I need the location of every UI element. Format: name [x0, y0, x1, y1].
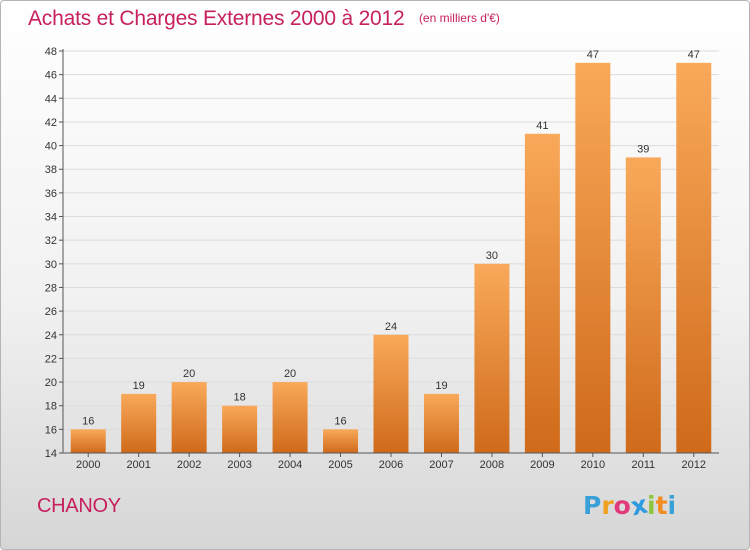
data-label: 19 — [133, 380, 145, 392]
y-tick-label: 38 — [45, 164, 57, 176]
x-tick-label: 2009 — [530, 459, 554, 471]
y-tick-label: 48 — [45, 46, 57, 58]
data-label: 39 — [637, 143, 649, 155]
x-tick-label: 2003 — [227, 459, 251, 471]
data-label: 20 — [284, 368, 296, 380]
y-tick-label: 24 — [45, 330, 57, 342]
y-tick-label: 20 — [45, 377, 57, 389]
data-label: 47 — [688, 49, 700, 61]
logo-letter: i — [647, 491, 656, 520]
y-tick-label: 36 — [45, 188, 57, 200]
y-tick-label: 16 — [45, 424, 57, 436]
title-row: Achats et Charges Externes 2000 à 2012 (… — [28, 7, 500, 31]
x-tick-label: 2002 — [177, 459, 201, 471]
x-tick-label: 2006 — [379, 459, 403, 471]
bar-2000 — [70, 429, 106, 453]
y-tick-label: 26 — [45, 306, 57, 318]
bar-2005 — [323, 429, 359, 453]
data-label: 18 — [233, 392, 245, 404]
y-tick-label: 34 — [45, 212, 57, 224]
x-tick-label: 2001 — [126, 459, 150, 471]
y-tick-label: 44 — [45, 93, 57, 105]
bar-2001 — [121, 393, 157, 453]
y-tick-label: 40 — [45, 141, 57, 153]
y-tick-label: 28 — [45, 282, 57, 294]
data-label: 20 — [183, 368, 195, 380]
bar-2004 — [272, 382, 308, 453]
data-label: 19 — [435, 380, 447, 392]
x-tick-label: 2007 — [429, 459, 453, 471]
bar-2009 — [524, 133, 560, 453]
data-label: 16 — [334, 415, 346, 427]
bar-2007 — [423, 393, 459, 453]
bar-2012 — [676, 62, 712, 454]
y-tick-label: 46 — [45, 70, 57, 82]
x-tick-label: 2000 — [76, 459, 100, 471]
logo-letter: P — [583, 491, 602, 520]
proxiti-logo[interactable]: Proxiti — [583, 490, 677, 522]
bar-layer: 16 19 20 18 20 16 24 19 30 41 47 39 47 — [70, 49, 712, 454]
x-tick-label: 2012 — [682, 459, 706, 471]
bar-2008 — [474, 263, 510, 453]
y-tick-label: 32 — [45, 235, 57, 247]
y-tick-label: 18 — [45, 401, 57, 413]
bar-2006 — [373, 334, 409, 453]
x-tick-label: 2011 — [631, 459, 655, 471]
bar-2011 — [625, 157, 661, 454]
logo-letter: t — [655, 491, 668, 520]
x-tick-label: 2005 — [328, 459, 352, 471]
y-tick-label: 30 — [45, 259, 57, 271]
chart-subtitle: (en milliers d'€) — [418, 11, 500, 25]
y-tick-label: 22 — [45, 353, 57, 365]
x-tick-label: 2010 — [581, 459, 605, 471]
logo-letter: i — [667, 491, 677, 520]
y-tick-label: 14 — [45, 448, 57, 460]
logo-letter: o — [613, 491, 631, 520]
x-tick-label: 2008 — [480, 459, 504, 471]
chart-title: Achats et Charges Externes 2000 à 2012 — [28, 7, 405, 30]
bar-2003 — [222, 405, 258, 453]
logo-letter: r — [601, 491, 614, 520]
bar-2010 — [575, 62, 611, 454]
place-name: CHANOY — [37, 495, 121, 517]
x-tick-label: 2004 — [278, 459, 302, 471]
data-label: 16 — [82, 415, 94, 427]
data-label: 41 — [536, 120, 548, 132]
bar-2002 — [171, 382, 207, 453]
data-label: 47 — [587, 49, 599, 61]
axis-layer: 14 16 18 20 22 24 26 28 30 32 34 36 38 40 42 44 46 48 2000… — [45, 46, 719, 471]
data-label: 30 — [486, 250, 498, 262]
data-label: 24 — [385, 321, 397, 333]
y-tick-label: 42 — [45, 117, 57, 129]
